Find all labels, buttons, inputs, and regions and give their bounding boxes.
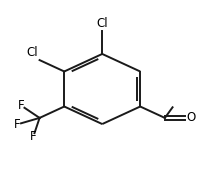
Text: F: F <box>18 99 24 112</box>
Text: Cl: Cl <box>96 17 108 30</box>
Text: F: F <box>30 130 37 143</box>
Text: Cl: Cl <box>27 46 38 59</box>
Text: O: O <box>186 111 196 124</box>
Text: F: F <box>14 118 20 131</box>
